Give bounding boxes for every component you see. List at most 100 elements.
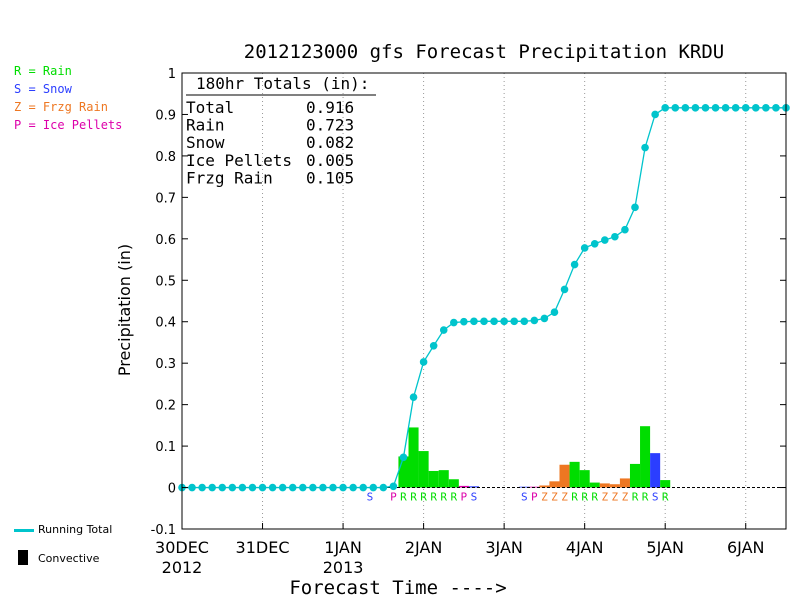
running-total-point [500,317,508,326]
running-total-point [258,483,267,492]
precip-bar [549,481,560,488]
y-tick-label: 0.2 [155,399,176,414]
x-tick-label: 2013 [323,558,364,577]
type-letter: P [461,491,468,504]
totals-row-value: 0.105 [306,168,354,187]
running-total-point [399,453,408,462]
precip-bar [438,470,449,488]
legend-frzg-rain: Z = Frzg Rain [14,100,108,114]
running-total-point [590,239,599,248]
precip-bar [640,426,651,488]
precip-bar [559,464,570,488]
type-letter: R [430,491,437,504]
type-letter: S [521,491,528,504]
running-total-point [631,203,639,212]
running-total-point [470,317,478,326]
running-total-point [711,104,720,112]
running-total-point [611,232,619,241]
running-total-point [701,104,710,112]
y-tick-label: 0.4 [155,316,176,331]
precip-bar [458,485,469,488]
totals-row-label: Frzg Rain [186,168,273,187]
running-total-point [339,483,347,492]
x-tick-label: 5JAN [646,538,684,557]
running-total-point [218,483,227,492]
running-total-point [731,104,740,112]
precip-bar [418,451,429,488]
legend-convective-swatch [18,550,28,565]
running-total-point [641,143,649,152]
running-total-point [419,358,428,366]
precip-bar [448,479,459,488]
precip-bar [398,456,409,488]
running-total-point [278,483,287,492]
bar-series [398,426,671,488]
grid [262,73,747,529]
running-total-point [208,483,216,492]
totals-row-value: 0.005 [306,151,354,170]
legend-snow: S = Snow [14,82,72,96]
running-total-point [752,104,760,112]
running-total-point [349,483,357,492]
y-tick-label: 0.8 [155,150,176,165]
running-total-point [762,104,770,112]
totals-row-label: Snow [186,133,225,152]
chart-title: 2012123000 gfs Forecast Precipitation KR… [244,41,724,63]
running-total-point [309,483,317,492]
type-letter: R [642,491,649,504]
running-total-point [369,483,378,492]
y-axis-label: Precipitation (in) [115,244,134,376]
legend-running-total: Running Total [38,523,113,536]
legend-rain: R = Rain [14,64,72,78]
running-total-point [580,244,589,252]
running-total-point [570,260,579,269]
running-total-point [329,483,337,492]
precip-bar [609,484,620,488]
totals-row-value: 0.082 [306,133,354,152]
running-total-point [721,104,730,112]
x-axis-label: Forecast Time ----> [289,577,506,599]
running-total-point [450,318,458,327]
running-total-point [188,483,196,492]
type-letter: R [571,491,578,504]
totals-box: 180hr Totals (in): Total 0.916 Rain 0.723 Sno… [186,74,376,187]
legend-convective: Convective [38,552,100,565]
legend-running-total-swatch [14,529,34,532]
precip-bar [579,470,590,488]
type-letter: Z [601,491,608,504]
y-tick-label: 0 [168,482,176,497]
type-letter: Z [622,491,629,504]
y-tick-label: 0.3 [155,357,176,372]
running-total-point [601,236,609,244]
running-total-point [560,285,569,294]
y-tick-label: 1 [168,67,176,82]
running-total-point [460,317,468,326]
type-letter: S [652,491,659,504]
precip-bar [539,485,550,488]
running-total-point [651,110,659,119]
x-tick-label: 3JAN [485,538,523,557]
totals-row-label: Rain [186,116,225,135]
precip-bar [599,483,610,488]
type-letter: R [632,491,639,504]
y-tick-label: 0.7 [155,191,176,206]
running-total-point [429,341,438,350]
y-tick-label: 0.5 [155,274,176,289]
plot-frame [181,72,787,530]
running-total-point [198,483,206,492]
precip-bar [650,453,661,488]
type-letter: S [471,491,478,504]
running-total-point [409,393,418,401]
running-total-point [520,317,529,326]
precip-bar [619,478,630,488]
running-total-point [621,225,629,234]
running-total-point [741,104,750,112]
running-total-point [439,326,448,334]
running-total-point [772,104,780,112]
axes: -0.100.10.20.30.40.50.60.70.80.9130DEC20… [151,67,787,577]
totals-row-label: Total [186,98,234,117]
running-total-point [379,483,388,492]
running-total-point [510,317,518,326]
type-letter: R [440,491,447,504]
running-total-point [661,104,669,112]
